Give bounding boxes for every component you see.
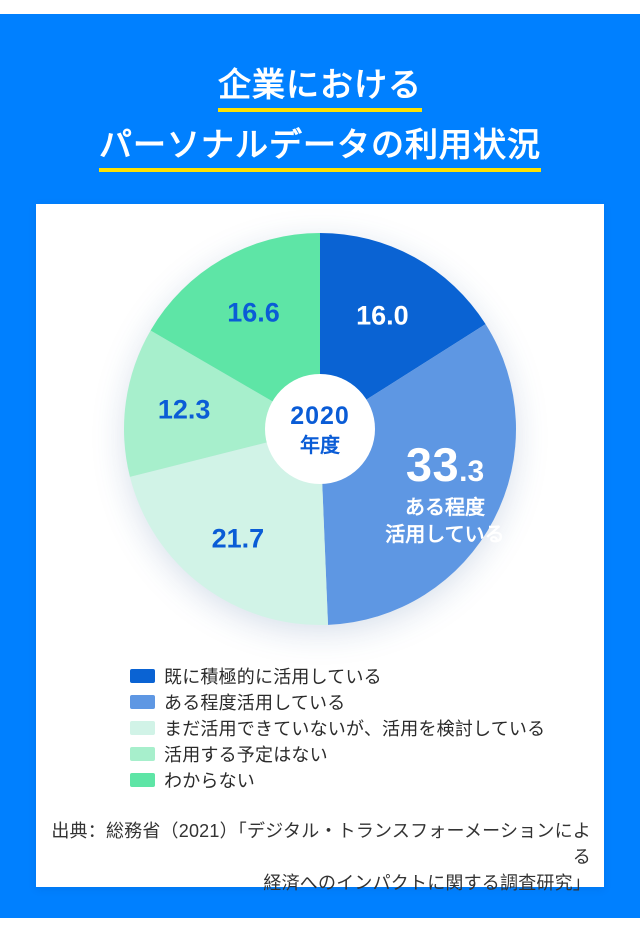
donut-chart: 2020 年度 16.0 33.3 ある程度 活用している 21.7 12.3 16.6 (36, 204, 604, 656)
source-note-line1: 出典：総務省（2021）「デジタル・トランスフォーメーションによる (51, 821, 591, 867)
legend-swatch (130, 695, 155, 709)
legend-label: まだ活用できていないが、活用を検討している (164, 719, 546, 739)
legend: 既に積極的に活用している ある程度活用しているまだ活用できていないが、活用を検討し… (130, 663, 545, 793)
page-title-line2: パーソナルデータの利用状況 (0, 126, 640, 172)
pie-slice-1 (320, 233, 486, 429)
donut-chart-svg (124, 233, 517, 626)
legend-label: 既に積極的に活用している (164, 667, 382, 687)
legend-item-4: 活用する予定はない (130, 741, 545, 767)
source-note-line2: 経済へのインパクトに関する調査研究」 (263, 873, 591, 893)
legend-item-2: ある程度活用している (130, 689, 545, 715)
legend-item-1: 既に積極的に活用している (130, 663, 545, 689)
blue-panel: 企業における パーソナルデータの利用状況 2020 年度 16.0 33.3 ある程… (0, 14, 640, 918)
page-title: 企業における パーソナルデータの利用状況 (0, 66, 640, 186)
page-title-line2-text: パーソナルデータの利用状況 (99, 126, 541, 172)
legend-label: 活用する予定はない (164, 745, 328, 765)
donut-hole (265, 374, 375, 484)
pie-slice-5 (150, 233, 320, 429)
page-title-line1: 企業における (0, 66, 640, 112)
pie-slice-3 (129, 429, 329, 626)
legend-item-3: まだ活用できていないが、活用を検討している (130, 715, 545, 741)
legend-label: ある程度活用している (164, 693, 346, 713)
legend-swatch (130, 773, 155, 787)
legend-swatch (130, 747, 155, 761)
page-title-line1-text: 企業における (218, 66, 422, 112)
legend-swatch (130, 721, 155, 735)
pie-slice-2 (320, 324, 517, 625)
chart-card: 2020 年度 16.0 33.3 ある程度 活用している 21.7 12.3 16.6 既… (36, 204, 604, 893)
source-note: 出典：総務省（2021）「デジタル・トランスフォーメーションによる 経済へのイン… (46, 818, 591, 896)
legend-item-5: わからない (130, 767, 545, 793)
legend-swatch (130, 669, 155, 683)
legend-label: わからない (164, 771, 255, 791)
